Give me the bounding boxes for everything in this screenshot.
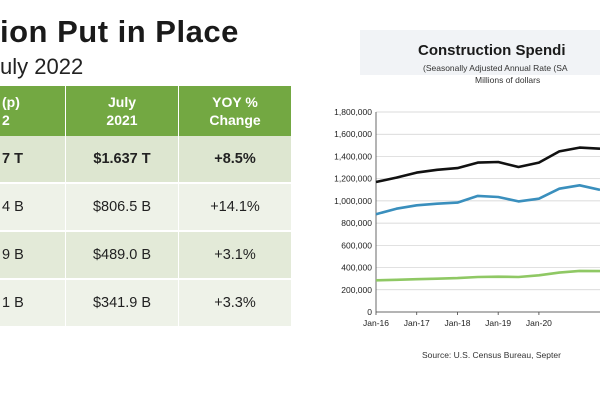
y-tick-label: 1,400,000	[334, 151, 372, 161]
chart-subtitle: (Seasonally Adjusted Annual Rate (SA	[423, 63, 568, 73]
table-row: 7 T $1.637 T +8.5%	[0, 136, 292, 184]
y-tick-label: 400,000	[341, 263, 372, 273]
header-line: July	[107, 94, 136, 110]
y-tick-label: 600,000	[341, 240, 372, 250]
y-tick-label: 1,800,000	[334, 107, 372, 117]
series-line-public	[375, 269, 600, 282]
table-cell: 1 B	[0, 280, 66, 328]
table-cell: 9 B	[0, 232, 66, 280]
x-tick-label: Jan-20	[526, 318, 552, 328]
header-line: 2	[2, 112, 10, 128]
table-header-row: (p) 2 July 2021 YOY % Change	[0, 86, 292, 136]
table-cell: $806.5 B	[66, 184, 179, 232]
page-title: ion Put in Place	[0, 14, 239, 49]
x-tick-label: Jan-16	[363, 318, 389, 328]
header-line: YOY %	[212, 94, 258, 110]
spending-table: (p) 2 July 2021 YOY % Change 7 T $1.637 …	[0, 86, 292, 328]
table-cell: +14.1%	[179, 184, 292, 232]
y-tick-label: 800,000	[341, 218, 372, 228]
y-tick-label: 1,200,000	[334, 174, 372, 184]
table-row: 9 B $489.0 B +3.1%	[0, 232, 292, 280]
chart-gridlines	[376, 111, 600, 313]
table-cell: +8.5%	[179, 136, 292, 184]
table-row: 4 B $806.5 B +14.1%	[0, 184, 292, 232]
background-faded-panel	[360, 30, 600, 75]
series-line-private	[375, 184, 600, 216]
table-cell: 4 B	[0, 184, 66, 232]
y-tick-label: 1,000,000	[334, 196, 372, 206]
header-cell-july-2021: July 2021	[66, 86, 179, 136]
table-cell: $489.0 B	[66, 232, 179, 280]
y-tick-label: 1,600,000	[334, 129, 372, 139]
x-tick-label: Jan-18	[444, 318, 470, 328]
page-subtitle: uly 2022	[0, 54, 84, 79]
x-tick-label: Jan-17	[404, 318, 430, 328]
series-line-total	[375, 146, 600, 184]
chart-series	[375, 146, 600, 282]
y-axis: 0 200,000 400,000 600,000 800,000 1,000,000 1,…	[334, 107, 377, 317]
x-axis: Jan-16 Jan-17 Jan-18 Jan-19 Jan-20	[363, 311, 600, 328]
chart-title: Construction Spendi	[418, 42, 566, 59]
header-cell-yoy-change: YOY % Change	[179, 86, 292, 136]
header-cell-period: (p) 2	[0, 86, 66, 136]
header-line: 2021	[106, 112, 138, 128]
header-line: Change	[209, 112, 261, 128]
chart-source: Source: U.S. Census Bureau, Septer	[422, 350, 561, 360]
table-cell: 7 T	[0, 136, 66, 184]
chart-units: Millions of dollars	[475, 75, 540, 85]
y-tick-label: 0	[367, 307, 372, 317]
table-row: 1 B $341.9 B +3.3%	[0, 280, 292, 328]
y-tick-label: 200,000	[341, 285, 372, 295]
x-tick-label: Jan-19	[485, 318, 511, 328]
table-cell: +3.3%	[179, 280, 292, 328]
table-cell: $1.637 T	[66, 136, 179, 184]
header-line: (p)	[2, 94, 20, 110]
construction-spending-chart: Construction Spendi (Seasonally Adjusted…	[334, 30, 600, 360]
table-cell: +3.1%	[179, 232, 292, 280]
table-cell: $341.9 B	[66, 280, 179, 328]
